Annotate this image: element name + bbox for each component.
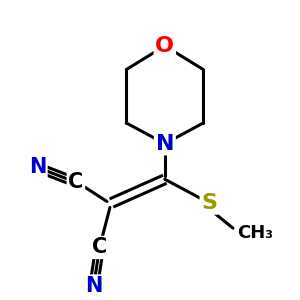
Text: C: C [68, 172, 83, 192]
Text: N: N [85, 276, 102, 296]
Text: CH₃: CH₃ [238, 224, 274, 242]
Text: N: N [156, 134, 174, 154]
Text: O: O [155, 36, 174, 56]
Text: N: N [29, 158, 46, 177]
Text: S: S [201, 193, 217, 213]
Text: C: C [92, 238, 107, 257]
